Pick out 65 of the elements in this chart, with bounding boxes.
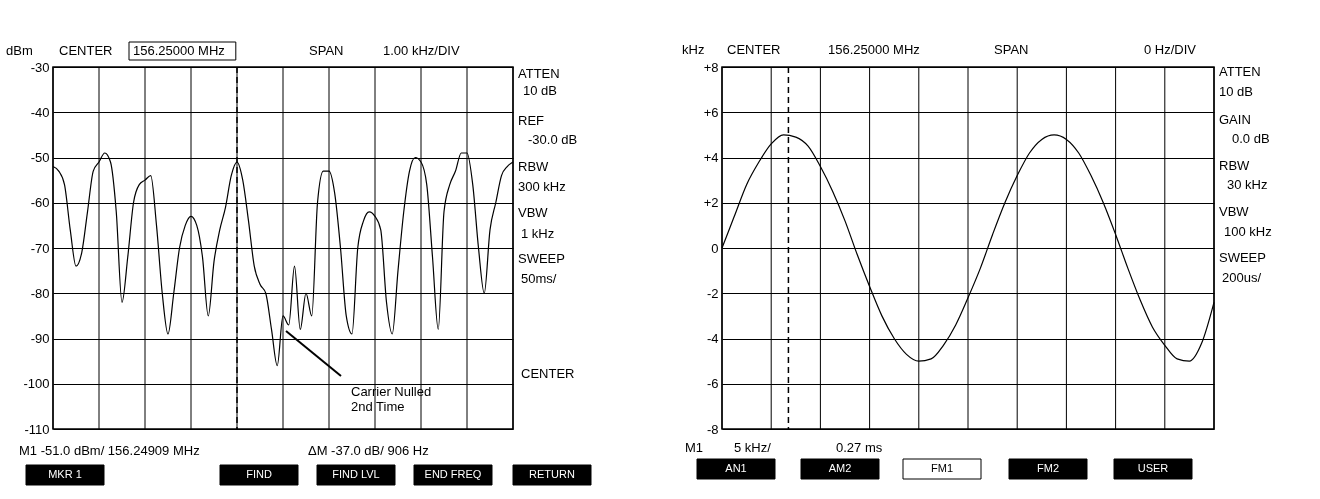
text: 0 Hz/DIV — [1144, 42, 1197, 57]
text: 200us/ — [1222, 270, 1262, 285]
text: REF — [518, 113, 545, 128]
text: RETURN — [529, 468, 575, 480]
text: SPAN — [309, 43, 344, 58]
text: FM1 — [931, 462, 953, 474]
text: 1 kHz — [521, 226, 555, 241]
text: FIND LVL — [332, 468, 380, 480]
text: CENTER — [521, 366, 575, 381]
text: FIND — [246, 468, 272, 480]
text: END FREQ — [424, 468, 482, 480]
y-tick-label: -90 — [30, 331, 50, 346]
y-tick-label: -70 — [30, 240, 50, 256]
text: 10 dB — [523, 83, 557, 98]
text: ATTEN — [1219, 64, 1261, 79]
text: 300 kHz — [518, 179, 566, 194]
text: GAIN — [1219, 112, 1251, 127]
y-tick-label: -40 — [30, 104, 50, 120]
text: SPAN — [994, 42, 1029, 57]
text: FM2 — [1037, 462, 1059, 474]
text: 156.25000 MHz — [133, 43, 225, 58]
text: 0.27 ms — [836, 440, 883, 455]
text: 0.0 dB — [1232, 131, 1270, 146]
text: -30.0 dB — [528, 132, 578, 147]
text: AN1 — [725, 462, 747, 474]
y-tick-label: -4 — [706, 331, 719, 346]
text: SWEEP — [518, 251, 565, 266]
text: 5 kHz/ — [734, 440, 772, 455]
y-tick-label: -100 — [23, 376, 50, 392]
text: ATTEN — [518, 66, 560, 81]
y-tick-label: 0 — [711, 240, 719, 256]
text: VBW — [518, 205, 549, 220]
text: VBW — [1219, 204, 1250, 219]
text: 156.25000 MHz — [828, 42, 920, 57]
y-tick-label: -2 — [706, 285, 719, 301]
text: MKR 1 — [48, 468, 82, 480]
y-tick-label: -6 — [706, 376, 719, 392]
y-tick-label: +8 — [703, 59, 719, 75]
y-axis-title: dBm — [6, 43, 33, 58]
text: CENTER — [59, 43, 113, 58]
y-tick-label: +4 — [703, 150, 719, 165]
y-tick-label: -8 — [706, 421, 719, 437]
text: SWEEP — [1219, 250, 1266, 265]
text: RBW — [1219, 158, 1251, 173]
text: ΔM -37.0 dB/ 906 Hz — [308, 443, 429, 458]
text: 100 kHz — [1224, 224, 1272, 239]
y-axis-title: kHz — [682, 42, 705, 57]
text: 1.00 kHz/DIV — [383, 43, 460, 58]
text: M1 -51.0 dBm/ 156.24909 MHz — [19, 443, 200, 458]
y-tick-label: +2 — [703, 195, 719, 211]
text: 50ms/ — [521, 271, 557, 286]
annotation: Carrier Nulled 2nd Time — [351, 384, 432, 414]
text: AM2 — [828, 462, 852, 474]
y-tick-label: -30 — [30, 59, 50, 75]
text: 10 dB — [1219, 84, 1253, 99]
text: RBW — [518, 159, 550, 174]
y-tick-label: -50 — [30, 150, 50, 165]
y-tick-label: +6 — [703, 104, 719, 120]
y-tick-label: -60 — [30, 195, 50, 211]
text: CENTER — [727, 42, 781, 57]
text: M1 — [685, 440, 704, 455]
y-tick-label: -80 — [30, 285, 50, 301]
y-tick-label: -110 — [24, 421, 50, 437]
text: 30 kHz — [1227, 177, 1268, 192]
text: USER — [1137, 462, 1169, 474]
